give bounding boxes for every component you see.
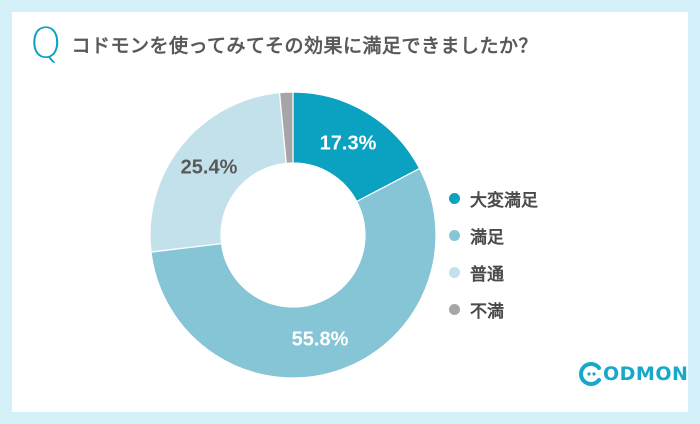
legend-dot-icon (449, 267, 460, 278)
logo-text: ODMON (603, 363, 689, 385)
q-icon: Q (30, 19, 62, 69)
chart-title: コドモンを使ってみてその効果に満足できましたか？ (71, 34, 538, 57)
slice-value-label: 55.8% (292, 328, 349, 350)
donut-slice-3 (278, 91, 294, 164)
donut-slice-2 (149, 91, 287, 253)
legend-label: 普通 (470, 265, 504, 285)
donut-slices (149, 91, 437, 379)
legend-dot-icon (449, 193, 460, 204)
codmon-face-icon (579, 362, 601, 386)
question-header: Q コドモンを使ってみてその効果に満足できましたか？ (30, 19, 538, 69)
slice-value-label: 17.3% (320, 132, 377, 154)
codmon-logo: ODMON (579, 362, 688, 386)
legend-label: 満足 (470, 228, 504, 248)
legend-label: 大変満足 (470, 191, 538, 211)
chart-legend: 大変満足 満足 普通 不満 (449, 180, 538, 328)
legend-dot-icon (449, 230, 460, 241)
legend-item-very-satisfied: 大変満足 (449, 180, 538, 217)
legend-dot-icon (449, 304, 460, 315)
donut-labels: 17.3% 55.8% 25.4% (181, 132, 377, 350)
legend-item-dissatisfied: 不満 (449, 291, 538, 328)
legend-label: 不満 (470, 302, 504, 322)
slice-value-label: 25.4% (181, 156, 238, 178)
donut-slice-1 (150, 167, 437, 379)
legend-item-satisfied: 満足 (449, 217, 538, 254)
legend-item-neutral: 普通 (449, 254, 538, 291)
